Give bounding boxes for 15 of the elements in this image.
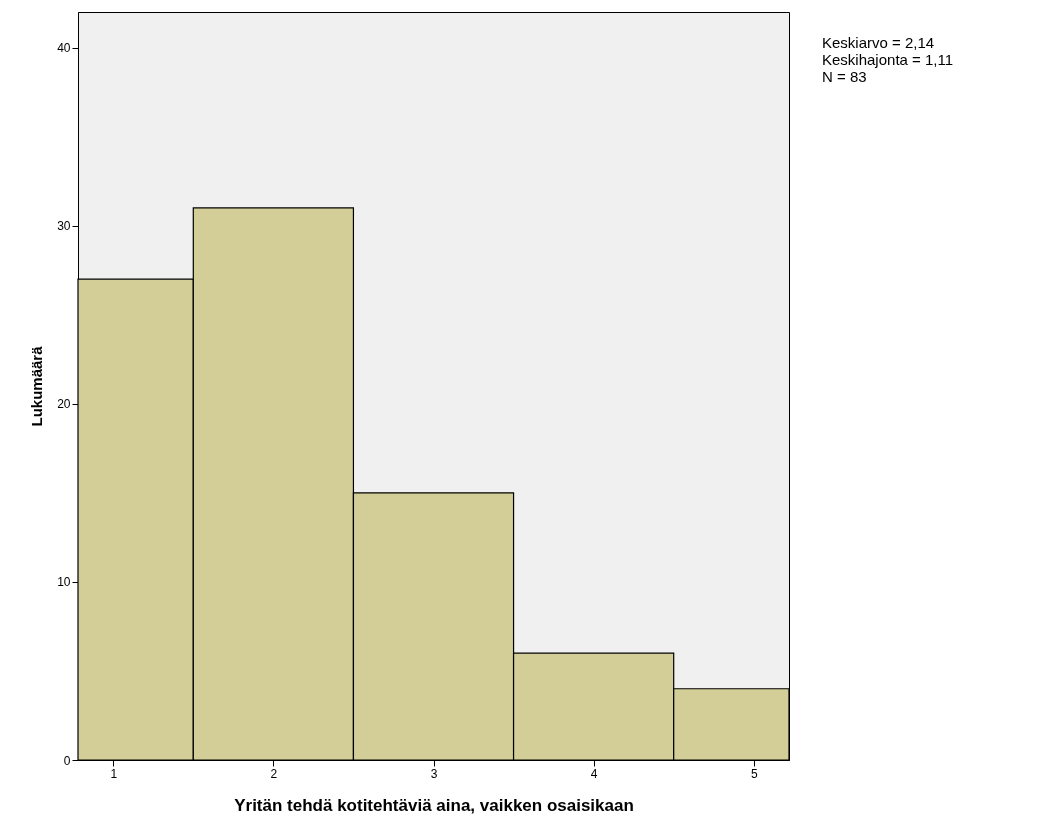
x-tick-label: 1 [110, 766, 118, 781]
x-axis-title: Yritän tehdä kotitehtäviä aina, vaikken osaisikaan [234, 795, 634, 815]
y-tick-label: 20 [57, 397, 71, 412]
x-tick-label: 5 [750, 766, 758, 781]
x-tick-label: 2 [270, 766, 278, 781]
y-axis-title: Lukumäärä [28, 345, 46, 427]
x-tick-label: 3 [430, 766, 438, 781]
text: N = 83 [822, 68, 868, 85]
x-tick-label: 4 [590, 766, 598, 781]
text: Keskiarvo = 2,14 [822, 34, 936, 51]
y-tick-label: 10 [57, 575, 71, 590]
y-tick-label: 40 [57, 41, 71, 56]
y-tick-label: 30 [57, 219, 71, 234]
y-tick-label: 0 [63, 753, 71, 768]
text: Keskihajonta = 1,11 [822, 51, 954, 68]
